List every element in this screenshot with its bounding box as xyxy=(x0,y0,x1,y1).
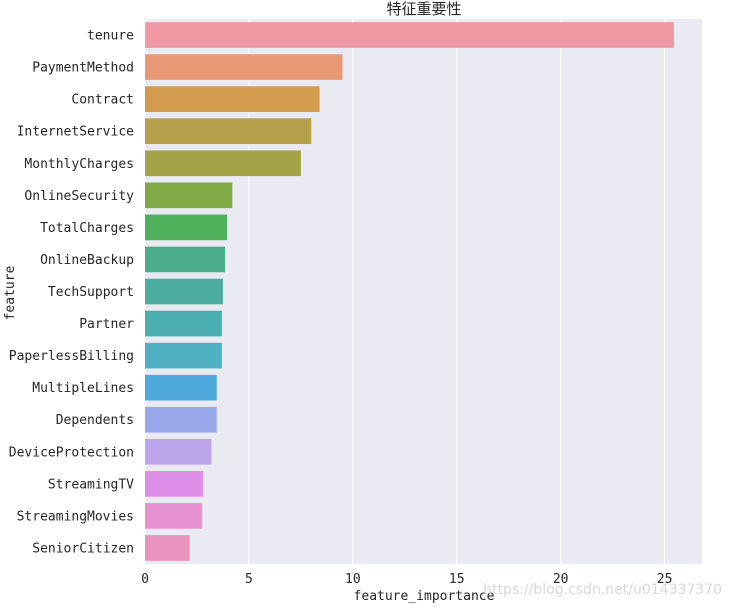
x-axis-label: feature_importance xyxy=(354,589,495,604)
bar-StreamingTV xyxy=(145,471,204,497)
y-tick-label: OnlineSecurity xyxy=(24,189,134,204)
y-tick-label: Partner xyxy=(79,317,134,332)
chart-title: 特征重要性 xyxy=(386,0,461,18)
y-tick-label: tenure xyxy=(87,29,134,44)
y-tick-label: PaperlessBilling xyxy=(9,349,134,364)
x-tick-label: 0 xyxy=(141,572,149,587)
bar-TechSupport xyxy=(145,278,223,305)
y-axis-label: feature xyxy=(3,265,18,320)
y-tick-labels: tenure PaymentMethod Contract InternetServi… xyxy=(9,29,134,557)
y-tick-label: OnlineBackup xyxy=(40,253,134,268)
x-tick-label: 5 xyxy=(245,572,253,587)
bar-Contract xyxy=(145,86,320,112)
y-tick-label: TotalCharges xyxy=(40,221,134,236)
y-tick-label: TechSupport xyxy=(48,285,134,300)
y-tick-label: InternetService xyxy=(17,125,135,140)
bar-PaymentMethod xyxy=(145,54,343,80)
x-tick-label: 25 xyxy=(657,572,673,587)
bar-MonthlyCharges xyxy=(145,150,301,177)
y-tick-label: SeniorCitizen xyxy=(32,541,134,556)
y-tick-label: Contract xyxy=(71,93,134,108)
watermark: https://blog.csdn.net/u014337370 xyxy=(483,582,722,598)
bar-DeviceProtection xyxy=(145,438,212,465)
bar-TotalCharges xyxy=(145,214,228,241)
y-tick-label: StreamingMovies xyxy=(17,509,134,524)
x-tick-labels: 0 5 10 15 20 25 xyxy=(141,572,672,587)
x-tick-label: 20 xyxy=(553,572,569,587)
bar-InternetService xyxy=(145,118,312,145)
y-tick-label: StreamingTV xyxy=(48,477,134,492)
bar-PaperlessBilling xyxy=(145,342,222,369)
x-tick-label: 10 xyxy=(345,572,361,587)
y-tick-label: MultipleLines xyxy=(32,381,134,396)
bar-Dependents xyxy=(145,406,217,433)
bar-tenure xyxy=(145,22,674,48)
y-tick-label: Dependents xyxy=(56,413,134,428)
y-tick-label: PaymentMethod xyxy=(32,61,134,76)
x-tick-label: 15 xyxy=(449,572,465,587)
y-tick-label: DeviceProtection xyxy=(9,445,134,460)
bar-StreamingMovies xyxy=(145,503,203,529)
bars xyxy=(145,22,674,561)
bar-SeniorCitizen xyxy=(145,535,190,561)
y-tick-label: MonthlyCharges xyxy=(24,157,134,172)
bar-MultipleLines xyxy=(145,374,217,401)
bar-Partner xyxy=(145,310,222,337)
bar-OnlineSecurity xyxy=(145,182,233,209)
bar-OnlineBackup xyxy=(145,246,226,273)
